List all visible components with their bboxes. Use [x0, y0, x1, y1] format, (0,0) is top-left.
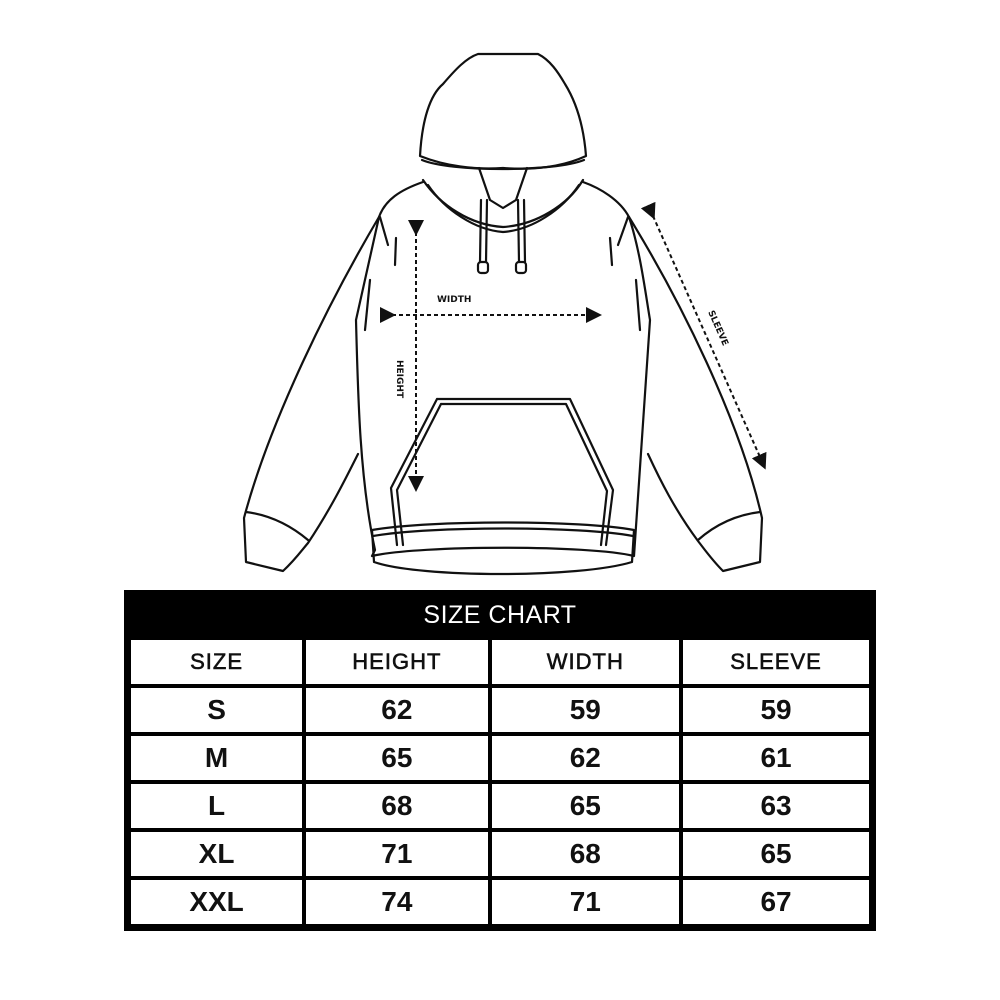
- cell-height: 71: [302, 828, 492, 880]
- cell-height: 65: [302, 732, 492, 784]
- hood: [418, 52, 588, 170]
- cell-height: 74: [302, 876, 492, 928]
- size-chart-title: SIZE CHART: [127, 593, 873, 636]
- table-row: L 68 65 63: [126, 780, 873, 832]
- cell-sleeve: 65: [679, 828, 873, 880]
- right-sleeve: [627, 215, 764, 573]
- cell-width: 62: [487, 732, 684, 784]
- header-width: WIDTH: [487, 636, 684, 688]
- cell-size: M: [126, 732, 307, 784]
- cell-size: XL: [126, 828, 307, 880]
- table-row: M 65 62 61: [126, 732, 873, 784]
- cell-size: S: [126, 684, 307, 736]
- cell-sleeve: 67: [679, 876, 873, 928]
- body: [354, 180, 652, 558]
- size-chart: SIZE CHART SIZE HEIGHT WIDTH SLEEVE S 62…: [124, 590, 876, 931]
- cell-width: 65: [487, 780, 684, 832]
- cell-width: 68: [487, 828, 684, 880]
- cell-sleeve: 59: [679, 684, 873, 736]
- cell-height: 68: [302, 780, 492, 832]
- cell-sleeve: 61: [679, 732, 873, 784]
- header-height: HEIGHT: [302, 636, 492, 688]
- cell-width: 59: [487, 684, 684, 736]
- table-row: S 62 59 59: [126, 684, 873, 736]
- sleeve-arrow: [640, 201, 767, 470]
- cell-height: 62: [302, 684, 492, 736]
- hoodie-diagram: WIDTH HEIGHT SLEEVE: [242, 52, 767, 576]
- cell-width: 71: [487, 876, 684, 928]
- cell-size: XXL: [126, 876, 307, 928]
- header-sleeve: SLEEVE: [679, 636, 873, 688]
- cell-size: L: [126, 780, 307, 832]
- left-sleeve: [242, 215, 381, 573]
- header-size: SIZE: [126, 636, 307, 688]
- height-label: HEIGHT: [394, 360, 404, 399]
- width-label: WIDTH: [437, 295, 471, 305]
- cell-sleeve: 63: [679, 780, 873, 832]
- size-table: SIZE HEIGHT WIDTH SLEEVE S 62 59 59 M 65…: [126, 636, 873, 928]
- sleeve-label: SLEEVE: [705, 309, 729, 347]
- table-header-row: SIZE HEIGHT WIDTH SLEEVE: [126, 636, 873, 688]
- table-row: XL 71 68 65: [126, 828, 873, 880]
- table-row: XXL 74 71 67: [126, 876, 873, 928]
